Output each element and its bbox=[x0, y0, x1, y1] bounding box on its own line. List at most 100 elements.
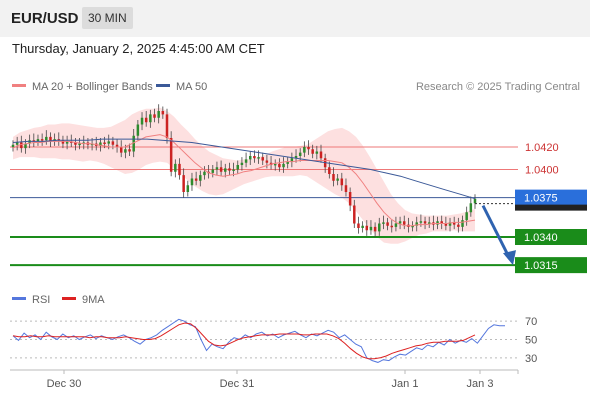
rsi-legend-label: RSI bbox=[32, 294, 50, 306]
candle-body bbox=[40, 139, 44, 141]
rsi-legend-swatch bbox=[12, 297, 26, 300]
candle-body bbox=[157, 111, 160, 118]
candle-body bbox=[61, 140, 65, 144]
bollinger-band-fill bbox=[13, 107, 475, 244]
candle-body bbox=[436, 221, 439, 225]
candle-body bbox=[378, 223, 381, 232]
level-label-1.0340: 1.0340 bbox=[524, 232, 558, 244]
candle-body bbox=[236, 165, 240, 170]
top-bar: EUR/USD 30 MIN bbox=[0, 0, 590, 37]
candle-body bbox=[149, 114, 152, 123]
candle-body bbox=[357, 223, 360, 228]
candlesticks bbox=[11, 104, 477, 237]
level-badge-1.0340 bbox=[515, 229, 587, 245]
candle-body bbox=[244, 159, 248, 163]
candle-body bbox=[240, 162, 244, 165]
ma50-legend-label: MA 50 bbox=[176, 81, 207, 93]
candle-body bbox=[328, 167, 331, 174]
candle-body bbox=[419, 221, 423, 223]
candle-body bbox=[278, 163, 281, 168]
candle-body bbox=[373, 226, 377, 232]
level-label-1.0400: 1.0400 bbox=[525, 165, 559, 177]
candle-body bbox=[290, 158, 294, 162]
rsi-axis-label-50: 50 bbox=[525, 335, 537, 347]
x-tick-label-jan-3: Jan 3 bbox=[467, 378, 494, 390]
candle-body bbox=[307, 147, 310, 150]
moving-averages bbox=[12, 134, 476, 227]
x-axis: Dec 30 Dec 31 Jan 1 Jan 3 bbox=[47, 370, 494, 390]
candle-body bbox=[136, 124, 140, 136]
candle-body bbox=[353, 205, 356, 224]
x-tick-label-dec-31: Dec 31 bbox=[220, 378, 255, 390]
candle-body bbox=[382, 222, 385, 224]
rsi-ma-legend-label: 9MA bbox=[82, 294, 105, 306]
candle-body bbox=[228, 168, 231, 171]
level-label-1.0420: 1.0420 bbox=[525, 142, 559, 154]
candle-body bbox=[169, 138, 173, 172]
candle-body bbox=[153, 114, 156, 118]
candle-body bbox=[65, 141, 69, 144]
timeframe-button[interactable]: 30 MIN bbox=[82, 7, 133, 29]
candle-body bbox=[444, 223, 448, 226]
x-tick-label-jan-1: Jan 1 bbox=[392, 378, 419, 390]
symbol-title: EUR/USD bbox=[11, 10, 79, 27]
candle-body bbox=[49, 136, 52, 142]
candle-body bbox=[45, 136, 48, 141]
candle-body bbox=[336, 178, 339, 181]
candle-body bbox=[294, 156, 298, 159]
forecast-arrow-shaft bbox=[481, 204, 512, 260]
candle-body bbox=[219, 167, 223, 172]
candle-body bbox=[190, 178, 194, 186]
candle-body bbox=[365, 225, 369, 231]
candle-body bbox=[398, 221, 402, 224]
rsi-ma-line bbox=[12, 322, 476, 360]
candle-body bbox=[452, 222, 456, 225]
candle-body bbox=[36, 139, 40, 142]
candle-body bbox=[394, 223, 398, 227]
candle-body bbox=[128, 149, 131, 152]
candle-body bbox=[273, 163, 277, 166]
ma20-legend-swatch bbox=[12, 84, 26, 87]
candle-body bbox=[144, 117, 148, 123]
candle-body bbox=[107, 141, 110, 144]
candle-body bbox=[315, 151, 319, 154]
candle-body bbox=[311, 149, 314, 154]
candle-body bbox=[215, 167, 219, 170]
candle-body bbox=[194, 178, 198, 181]
level-badge-1.0315 bbox=[515, 257, 587, 274]
candle-body bbox=[257, 157, 260, 159]
candle-body bbox=[348, 192, 352, 206]
chart-datetime: Thursday, January 2, 2025 4:45:00 AM CET bbox=[12, 41, 265, 56]
candle-body bbox=[248, 156, 252, 160]
candle-body bbox=[319, 151, 323, 159]
candle-body bbox=[211, 169, 215, 173]
candle-body bbox=[174, 163, 177, 172]
candle-body bbox=[15, 142, 19, 145]
candle-body bbox=[253, 156, 256, 159]
candle-body bbox=[224, 168, 227, 172]
candle-body bbox=[386, 222, 389, 226]
candle-body bbox=[178, 163, 181, 176]
candle-body bbox=[232, 169, 235, 171]
candle-body bbox=[78, 143, 81, 146]
rsi-panel: 70 50 30 bbox=[10, 316, 537, 365]
candle-body bbox=[186, 185, 190, 192]
candle-body bbox=[74, 142, 77, 145]
candle-body bbox=[261, 157, 264, 161]
candle-body bbox=[161, 111, 165, 115]
candle-body bbox=[115, 144, 119, 147]
candle-body bbox=[282, 163, 285, 168]
candle-body bbox=[448, 222, 452, 226]
candle-body bbox=[415, 222, 418, 226]
candle-body bbox=[402, 221, 406, 225]
ma20-legend-label: MA 20 + Bollinger Bands bbox=[32, 81, 153, 93]
candle-body bbox=[465, 212, 468, 221]
candle-body bbox=[369, 226, 373, 231]
candle-body bbox=[265, 160, 269, 163]
candle-body bbox=[344, 185, 348, 192]
candle-body bbox=[132, 135, 135, 152]
candle-body bbox=[20, 142, 23, 149]
candle-body bbox=[99, 142, 102, 146]
candle-body bbox=[461, 220, 464, 227]
rsi-ma-legend-swatch bbox=[62, 297, 76, 300]
